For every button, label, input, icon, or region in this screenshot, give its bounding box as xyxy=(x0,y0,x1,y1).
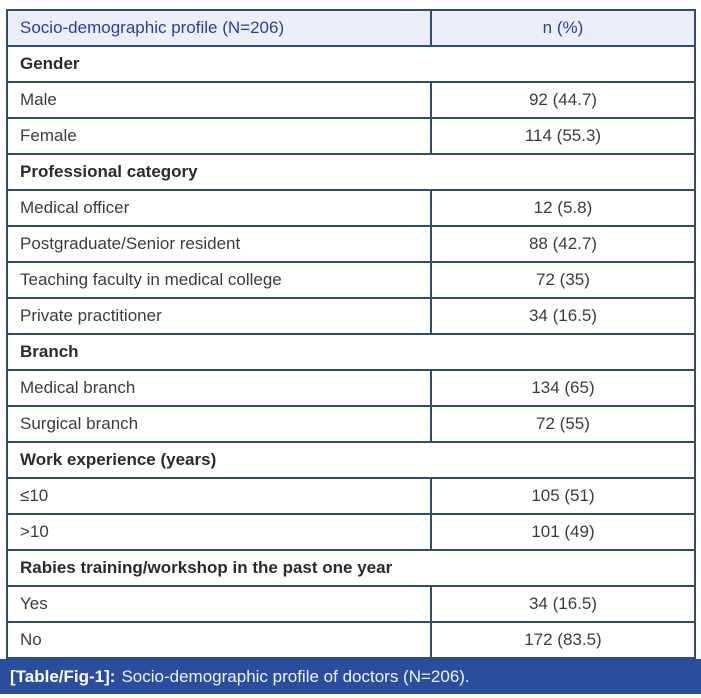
row-label: No xyxy=(6,621,432,659)
table-caption: [Table/Fig-1]: Socio-demographic profile… xyxy=(0,659,701,694)
row-value: 72 (55) xyxy=(429,405,697,443)
section-row-gender: Gender xyxy=(6,45,696,83)
row-value: 72 (35) xyxy=(429,261,697,299)
row-label: Medical officer xyxy=(6,189,432,227)
table-row: Male 92 (44.7) xyxy=(6,81,697,119)
row-value: 172 (83.5) xyxy=(429,621,697,659)
caption-tag: [Table/Fig-1]: xyxy=(10,666,116,686)
table-row: Private practitioner 34 (16.5) xyxy=(6,297,697,335)
row-label: ≤10 xyxy=(6,477,432,515)
row-value: 92 (44.7) xyxy=(429,81,697,119)
section-title: Work experience (years) xyxy=(6,441,696,479)
section-title: Gender xyxy=(6,45,696,83)
row-label: Teaching faculty in medical college xyxy=(6,261,432,299)
section-title: Rabies training/workshop in the past one… xyxy=(6,549,696,587)
row-value: 88 (42.7) xyxy=(429,225,697,263)
row-label: Postgraduate/Senior resident xyxy=(6,225,432,263)
table-row: Surgical branch 72 (55) xyxy=(6,405,697,443)
table-row: Postgraduate/Senior resident 88 (42.7) xyxy=(6,225,697,263)
row-label: Surgical branch xyxy=(6,405,432,443)
table-row: Yes 34 (16.5) xyxy=(6,585,697,623)
socio-demographic-table: Socio-demographic profile (N=206) n (%) … xyxy=(6,9,697,659)
column-header-n-percent: n (%) xyxy=(429,9,697,47)
section-row-rabies-training: Rabies training/workshop in the past one… xyxy=(6,549,696,587)
table-row: >10 101 (49) xyxy=(6,513,697,551)
table-row: No 172 (83.5) xyxy=(6,621,697,659)
row-value: 105 (51) xyxy=(429,477,697,515)
section-row-work-experience: Work experience (years) xyxy=(6,441,696,479)
table-row: Medical officer 12 (5.8) xyxy=(6,189,697,227)
row-value: 12 (5.8) xyxy=(429,189,697,227)
row-value: 134 (65) xyxy=(429,369,697,407)
row-label: Private practitioner xyxy=(6,297,432,335)
table-row: Teaching faculty in medical college 72 (… xyxy=(6,261,697,299)
row-value: 114 (55.3) xyxy=(429,117,697,155)
row-label: Female xyxy=(6,117,432,155)
section-row-branch: Branch xyxy=(6,333,696,371)
section-title: Branch xyxy=(6,333,696,371)
row-value: 101 (49) xyxy=(429,513,697,551)
section-title: Professional category xyxy=(6,153,696,191)
table-row: Female 114 (55.3) xyxy=(6,117,697,155)
column-header-profile: Socio-demographic profile (N=206) xyxy=(6,9,432,47)
table-row: ≤10 105 (51) xyxy=(6,477,697,515)
table-row: Medical branch 134 (65) xyxy=(6,369,697,407)
row-label: Medical branch xyxy=(6,369,432,407)
row-label: Male xyxy=(6,81,432,119)
row-value: 34 (16.5) xyxy=(429,585,697,623)
caption-text: Socio-demographic profile of doctors (N=… xyxy=(121,666,470,686)
row-label: Yes xyxy=(6,585,432,623)
section-row-professional-category: Professional category xyxy=(6,153,696,191)
table-header-row: Socio-demographic profile (N=206) n (%) xyxy=(6,9,697,47)
row-value: 34 (16.5) xyxy=(429,297,697,335)
row-label: >10 xyxy=(6,513,432,551)
